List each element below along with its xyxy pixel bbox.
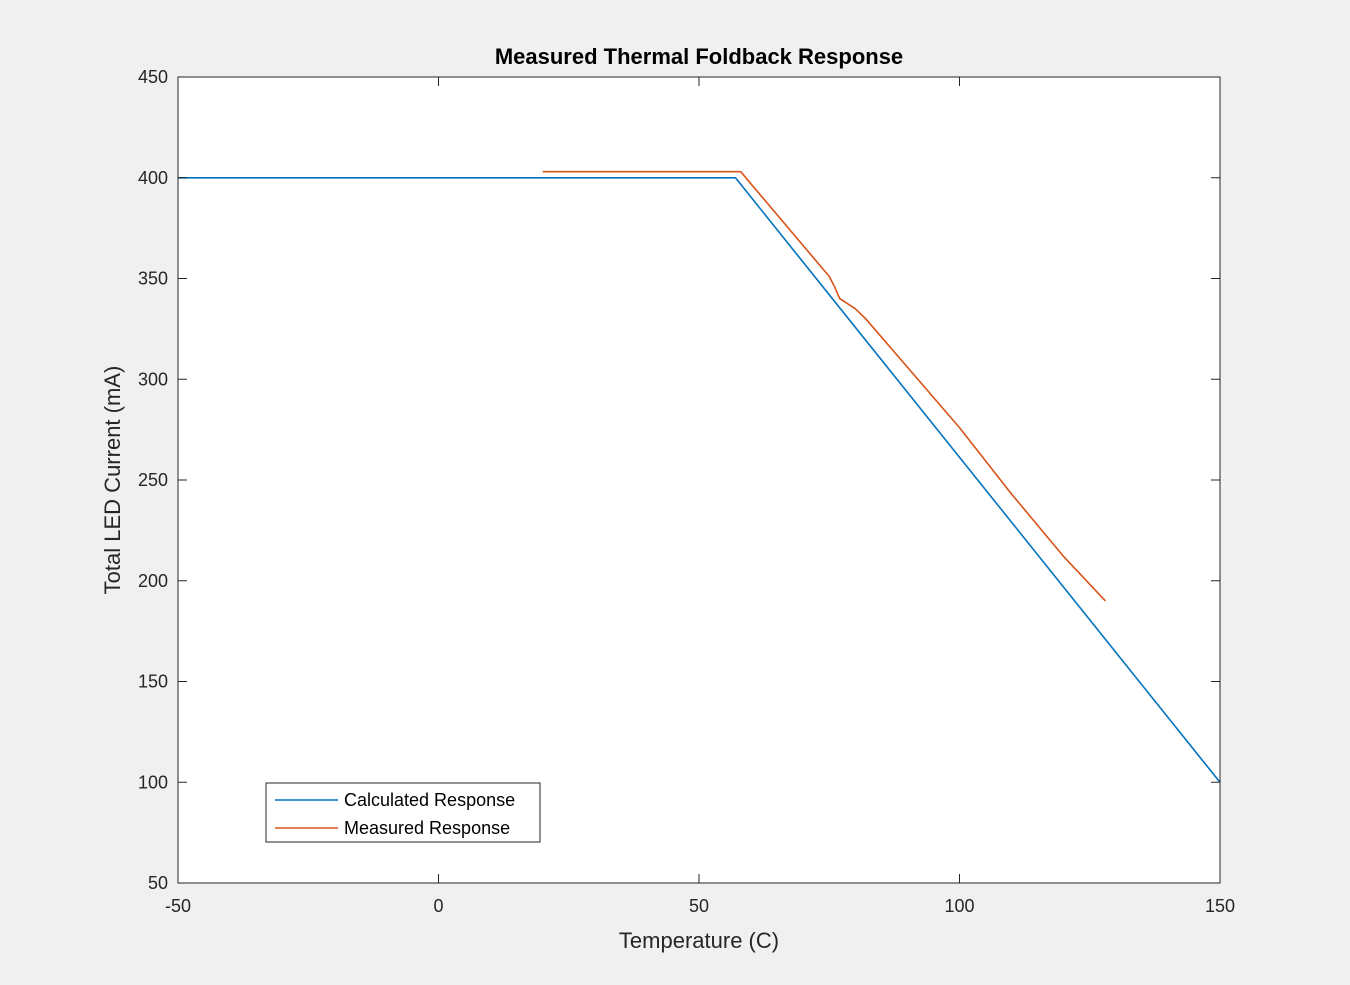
y-tick-label: 300: [138, 369, 168, 389]
chart-title: Measured Thermal Foldback Response: [495, 44, 903, 69]
legend-label-calculated: Calculated Response: [344, 790, 515, 810]
series-layer: [178, 170, 1221, 783]
series-line-measured: [542, 170, 1106, 602]
x-tick-label: 0: [433, 896, 443, 916]
y-tick-label: 350: [138, 269, 168, 289]
y-tick-label: 200: [138, 571, 168, 591]
x-tick-label: 150: [1205, 896, 1235, 916]
x-axis-label: Temperature (C): [619, 928, 779, 953]
x-axis-ticks: -50 0 50 100 150: [165, 77, 1235, 916]
y-tick-label: 250: [138, 470, 168, 490]
y-tick-label: 50: [148, 873, 168, 893]
series-line-calculated: [178, 177, 1221, 783]
x-tick-label: 50: [689, 896, 709, 916]
y-tick-label: 400: [138, 168, 168, 188]
legend: Calculated Response Measured Response: [265, 782, 541, 843]
legend-box: [265, 782, 541, 843]
legend-label-measured: Measured Response: [344, 818, 510, 838]
y-axis-label: Total LED Current (mA): [100, 366, 125, 595]
x-tick-label: -50: [165, 896, 191, 916]
y-tick-label: 450: [138, 67, 168, 87]
y-tick-label: 150: [138, 672, 168, 692]
y-axis-ticks: 50 100 150 200 250 300 350 400 450: [138, 67, 1220, 893]
plot-area: [178, 77, 1220, 883]
y-tick-label: 100: [138, 772, 168, 792]
x-tick-label: 100: [944, 896, 974, 916]
